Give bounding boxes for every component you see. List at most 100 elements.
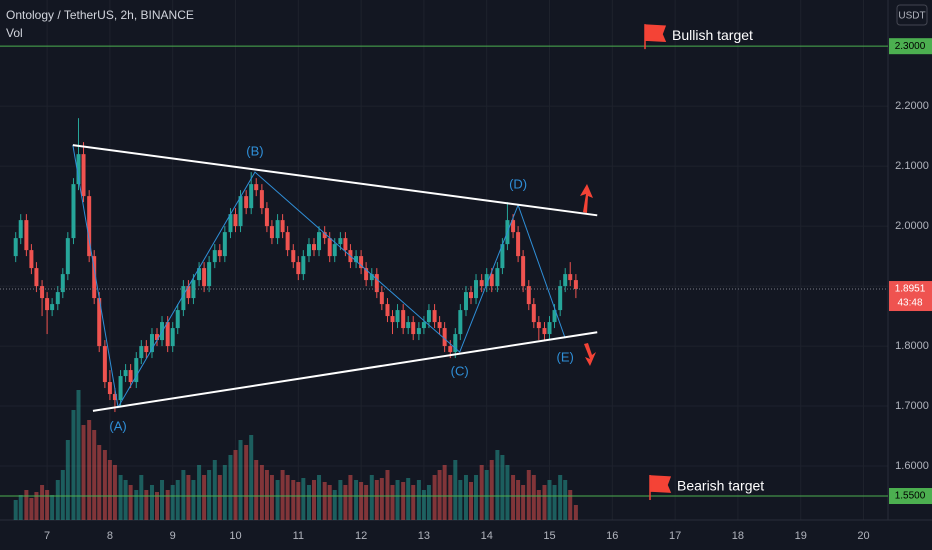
candle-body — [558, 286, 563, 311]
candle-body — [233, 214, 238, 227]
candle-body — [285, 232, 290, 251]
candle-body — [479, 280, 484, 287]
candle-body — [573, 280, 578, 290]
volume-bar — [338, 480, 343, 520]
volume-bar — [312, 480, 317, 520]
candle-body — [453, 334, 458, 353]
candle-body — [469, 292, 474, 299]
volume-bar — [411, 485, 416, 520]
volume-bar — [558, 475, 563, 520]
candle-body — [442, 328, 447, 347]
volume-bar — [489, 460, 494, 520]
candle-body — [526, 286, 531, 305]
wave-line — [72, 145, 566, 409]
volume-bar — [249, 435, 254, 520]
candle-body — [291, 250, 296, 263]
volume-bar — [521, 485, 526, 520]
volume-bar — [484, 470, 489, 520]
flag-icon — [649, 475, 672, 501]
volume-bar — [254, 460, 259, 520]
x-tick-label: 11 — [293, 530, 304, 542]
candle-body — [197, 268, 202, 281]
wave-label: (A) — [109, 419, 126, 434]
candle-body — [531, 304, 536, 323]
volume-bar — [264, 470, 269, 520]
volume-bar — [505, 465, 510, 520]
volume-bar — [160, 480, 165, 520]
volume-bar — [531, 475, 536, 520]
last-price-box — [889, 281, 932, 312]
y-tick-label: 1.6000 — [895, 460, 929, 472]
volume-bar — [81, 425, 86, 520]
candle-body — [511, 220, 516, 233]
down-arrow — [584, 343, 596, 366]
volume-bar — [374, 480, 379, 520]
candle-body — [401, 310, 406, 329]
candle-body — [406, 322, 411, 329]
candle-body — [134, 358, 139, 383]
candle-body — [259, 190, 264, 209]
candle-body — [123, 370, 128, 377]
volume-bar — [165, 490, 170, 520]
candle-body — [249, 184, 254, 209]
x-tick-label: 12 — [355, 530, 367, 542]
volume-bar — [76, 390, 81, 520]
candle-body — [411, 322, 416, 335]
candle-body — [107, 382, 112, 395]
volume-bar — [479, 465, 484, 520]
volume-bar — [233, 450, 238, 520]
volume-bar — [458, 480, 463, 520]
volume-label: Vol — [6, 26, 23, 40]
volume-bar — [437, 470, 442, 520]
volume-bar — [123, 480, 128, 520]
candle-body — [97, 298, 102, 347]
candle-body — [306, 244, 311, 257]
countdown: 43:48 — [897, 298, 922, 309]
volume-bar — [238, 440, 243, 520]
volume-bar — [65, 440, 70, 520]
candle-body — [212, 250, 217, 263]
volume-bar — [128, 485, 133, 520]
currency-box[interactable] — [896, 4, 928, 26]
volume-bar — [170, 485, 175, 520]
symbol-title: Ontology / TetherUS, 2h, BINANCE — [6, 8, 194, 22]
volume-bar — [280, 470, 285, 520]
candle-body — [45, 298, 50, 311]
volume-bar — [60, 470, 65, 520]
candle-body — [359, 256, 364, 269]
target-text: Bearish target — [677, 478, 764, 494]
volume-bar — [406, 478, 411, 520]
candle-body — [87, 196, 92, 257]
candle-body — [222, 232, 227, 257]
candle-body — [13, 238, 18, 257]
candle-body — [238, 196, 243, 227]
candle-body — [364, 268, 369, 281]
volume-bar — [45, 490, 50, 520]
candle-body — [102, 346, 107, 383]
volume-bar — [244, 445, 249, 520]
volume-bar — [207, 470, 212, 520]
wave-label: (C) — [451, 364, 469, 379]
volume-bar — [118, 475, 123, 520]
candle-body — [76, 154, 81, 185]
volume-bar — [296, 482, 301, 520]
candle-body — [55, 292, 60, 305]
volume-bar — [511, 475, 516, 520]
y-tick-label: 2.0000 — [895, 220, 929, 232]
candle-body — [332, 244, 337, 257]
candle-body — [521, 256, 526, 287]
x-tick-label: 17 — [669, 530, 681, 542]
volume-bar — [379, 478, 384, 520]
candle-body — [112, 394, 117, 401]
volume-bar — [291, 480, 296, 520]
volume-bar — [259, 465, 264, 520]
volume-bar — [421, 490, 426, 520]
volume-bar — [547, 480, 552, 520]
volume-bar — [322, 482, 327, 520]
volume-bar — [474, 475, 479, 520]
y-tick-label: 2.1000 — [895, 160, 929, 172]
volume-bar — [134, 490, 139, 520]
volume-bar — [112, 465, 117, 520]
candle-body — [437, 322, 442, 329]
wave-label: (B) — [246, 144, 263, 159]
